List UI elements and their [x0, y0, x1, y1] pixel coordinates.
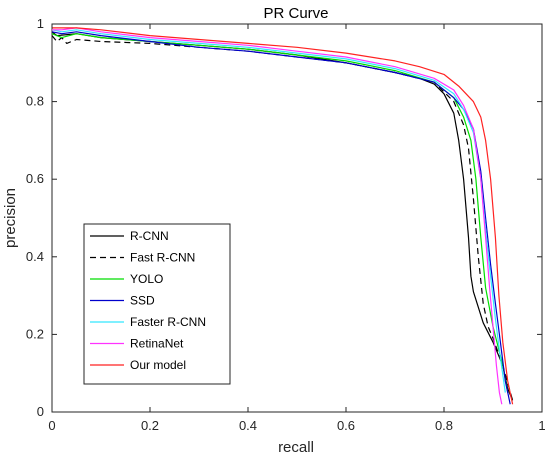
legend-label: Fast R-CNN — [130, 251, 195, 265]
legend-box — [83, 223, 231, 385]
series-line-ssd — [51, 31, 511, 405]
ticks-layer: 0 0.2 0.4 0.6 0.8 1 0 0.2 0.4 0.6 0.8 1 — [26, 16, 546, 433]
legend-label: R-CNN — [130, 229, 169, 243]
series-line-yolo — [51, 33, 509, 393]
y-tick-label-4: 0.8 — [26, 94, 44, 109]
y-tick-label-1: 0.2 — [26, 326, 44, 341]
legend-item-ssd: SSD — [90, 294, 155, 308]
y-axis-label: precision — [2, 188, 19, 248]
series-layer — [51, 27, 514, 405]
y-tick-label-5: 1 — [37, 16, 44, 31]
legend-item-yolo: YOLO — [90, 272, 163, 286]
legend-items: R-CNN Fast R-CNN YOLO SSD Faster R-CNN Retina… — [90, 229, 206, 372]
legend-label: SSD — [130, 294, 155, 308]
legend: R-CNN Fast R-CNN YOLO SSD Faster R-CNN Retina… — [83, 223, 231, 385]
y-tick-label-2: 0.4 — [26, 249, 44, 264]
legend-item-r-cnn: R-CNN — [90, 229, 169, 243]
x-tick-label-2: 0.4 — [239, 418, 257, 433]
y-tick-label-3: 0.6 — [26, 171, 44, 186]
x-tick-label-1: 0.2 — [141, 418, 159, 433]
legend-item-faster-r-cnn: Faster R-CNN — [90, 315, 206, 329]
series-line-faster-r-cnn — [51, 29, 506, 393]
x-tick-label-0: 0 — [48, 418, 55, 433]
x-tick-label-4: 0.8 — [435, 418, 453, 433]
legend-label: YOLO — [130, 272, 163, 286]
x-tick-label-5: 1 — [538, 418, 545, 433]
legend-label: RetinaNet — [130, 337, 184, 351]
series-line-retinanet — [52, 27, 503, 405]
legend-item-fast-r-cnn: Fast R-CNN — [90, 251, 195, 265]
x-tick-label-3: 0.6 — [337, 418, 355, 433]
x-axis-label: recall — [278, 439, 314, 456]
legend-item-retinanet: RetinaNet — [90, 337, 184, 351]
series-line-our-model — [52, 27, 514, 405]
legend-label: Our model — [130, 358, 186, 372]
legend-label: Faster R-CNN — [130, 315, 206, 329]
chart-title: PR Curve — [263, 5, 328, 22]
y-tick-label-0: 0 — [37, 404, 44, 419]
legend-item-our-model: Our model — [90, 358, 186, 372]
